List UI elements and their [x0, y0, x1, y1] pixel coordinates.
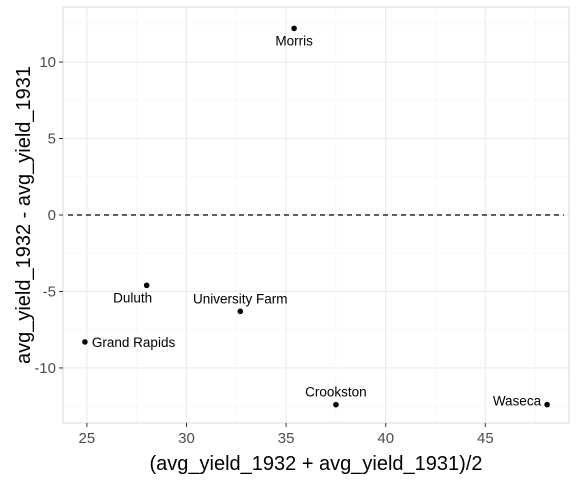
point-label: Morris — [275, 33, 313, 48]
y-tick-label: -10 — [34, 360, 56, 377]
point-label: Grand Rapids — [92, 335, 176, 350]
data-point — [544, 401, 550, 408]
x-tick-label: 45 — [477, 430, 494, 447]
x-axis-title: (avg_yield_1932 + avg_yield_1931)/2 — [149, 453, 482, 475]
point-label: Waseca — [493, 394, 542, 409]
point-labels: Morris Duluth University Farm Grand Rapids C… — [92, 33, 542, 408]
point-label: University Farm — [193, 291, 288, 306]
y-tick-label: 10 — [39, 54, 56, 71]
y-axis-title: avg_yield_1932 - avg_yield_1931 — [13, 66, 35, 364]
y-tick-label: 5 — [48, 131, 56, 148]
y-axis-ticks: -10 -5 0 5 10 — [34, 54, 63, 377]
data-point — [333, 401, 339, 408]
y-tick-label: -5 — [43, 283, 56, 300]
y-tick-label: 0 — [48, 207, 56, 224]
data-points — [82, 25, 550, 408]
x-tick-label: 35 — [278, 430, 295, 447]
x-tick-label: 25 — [79, 430, 96, 447]
data-point — [237, 308, 244, 315]
data-point — [82, 339, 88, 345]
x-tick-label: 40 — [377, 430, 394, 447]
x-axis-ticks: 25 30 35 40 45 — [79, 423, 494, 447]
point-label: Duluth — [113, 290, 152, 305]
data-point — [291, 25, 297, 32]
point-label: Crookston — [305, 385, 367, 400]
x-tick-label: 30 — [178, 430, 195, 447]
data-point — [143, 282, 150, 289]
